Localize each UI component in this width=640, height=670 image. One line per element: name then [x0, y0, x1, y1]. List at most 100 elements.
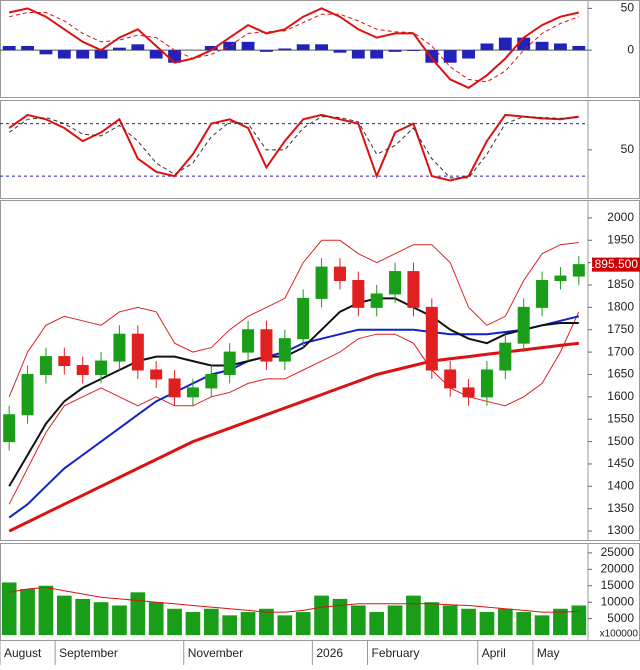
candle-body [186, 387, 199, 398]
y-tick-label: 1350 [607, 501, 634, 515]
candle-body [444, 369, 457, 389]
candle-body [536, 280, 549, 308]
histogram-bar [462, 50, 475, 59]
y-tick-label: 25000 [601, 545, 635, 559]
histogram-bar [94, 50, 108, 59]
y-tick-label: 15000 [601, 578, 635, 592]
unit-label: x100000 [600, 629, 639, 640]
volume-bar [295, 612, 311, 636]
line-series [8, 116, 579, 179]
candle-body [39, 356, 52, 375]
line-series [9, 12, 579, 83]
candle-body [76, 365, 89, 375]
line-series [8, 311, 580, 505]
volume-bar [479, 612, 495, 636]
line-series [9, 586, 579, 613]
x-tick-label: February [372, 646, 420, 660]
histogram-bar [535, 41, 549, 51]
volume-bar [112, 605, 127, 636]
candle-body [462, 387, 475, 398]
histogram-bar [223, 41, 237, 51]
line-series [8, 239, 579, 397]
volume-bar [406, 595, 421, 636]
y-tick-label: 1300 [607, 523, 634, 537]
y-tick-label: 1600 [607, 389, 634, 403]
histogram-bar [241, 41, 255, 51]
volume-bar [167, 608, 182, 636]
y-tick-label: 1450 [607, 456, 634, 470]
volume-bar [56, 595, 72, 636]
y-tick-label: 1400 [607, 478, 634, 492]
y-tick-label: 10000 [601, 594, 635, 608]
candle-body [297, 297, 310, 340]
candle-body [352, 280, 365, 308]
volume-bar [203, 608, 219, 636]
candle-body [389, 271, 402, 295]
histogram-bar [76, 50, 90, 59]
y-tick-label: 5000 [607, 611, 634, 625]
volume-bar [277, 615, 293, 636]
candle-body [131, 333, 144, 371]
histogram-bar [315, 44, 328, 51]
volume-bar [516, 612, 532, 636]
y-tick-label: 1650 [607, 367, 634, 381]
volume-bar [20, 589, 35, 636]
price-label: 1895.500 [588, 257, 638, 271]
candle-body [260, 329, 273, 362]
volume-bar [38, 585, 54, 636]
candle-body [554, 275, 567, 282]
candle-body [315, 266, 328, 299]
volume-bar [93, 602, 109, 636]
volume-bar [553, 608, 568, 636]
x-tick-label: May [537, 646, 560, 660]
histogram-bar [572, 45, 586, 51]
y-tick-label: 1750 [607, 322, 634, 336]
candle-body [370, 293, 383, 308]
y-tick-label: 1850 [607, 277, 634, 291]
histogram-bar [554, 43, 567, 51]
volume-bar [148, 602, 164, 636]
histogram-bar [149, 50, 163, 59]
candle-body [333, 266, 346, 282]
histogram-bar [57, 50, 71, 59]
volume-bar [461, 608, 476, 636]
histogram-bar [39, 50, 53, 55]
x-tick-label: November [188, 646, 243, 660]
line-series [8, 113, 579, 182]
candle-body [21, 373, 34, 416]
x-tick-label: August [4, 646, 42, 660]
line-series [8, 341, 579, 533]
volume-bar [240, 612, 256, 636]
line-series [8, 315, 580, 519]
histogram-bar [296, 44, 310, 51]
volume-bar [442, 605, 458, 636]
histogram-bar [498, 37, 512, 51]
x-tick-label: 2026 [316, 646, 343, 660]
histogram-bar [204, 45, 218, 51]
y-tick-label: 1500 [607, 434, 634, 448]
candle-body [223, 351, 236, 375]
x-tick-label: April [482, 646, 506, 660]
candle-body [425, 306, 438, 371]
volume-bar [1, 582, 17, 636]
histogram-bar [388, 50, 402, 52]
price-label-box [592, 257, 640, 272]
candle-body [242, 329, 255, 353]
volume-bar [222, 615, 238, 636]
y-tick-label: 50 [621, 142, 635, 156]
y-tick-label: 1700 [607, 344, 634, 358]
y-tick-label: 2000 [607, 210, 634, 224]
volume-bar [534, 615, 550, 636]
candle-body [3, 414, 16, 443]
candle-body [278, 338, 291, 362]
volume-bar [314, 595, 329, 636]
histogram-bar [407, 50, 420, 52]
histogram-bar [443, 50, 457, 63]
candle-body [205, 373, 218, 389]
volume-bar [369, 612, 385, 636]
histogram-bar [278, 48, 292, 51]
candle-body [517, 306, 530, 344]
histogram-bar [333, 50, 347, 53]
volume-bar [497, 608, 513, 636]
